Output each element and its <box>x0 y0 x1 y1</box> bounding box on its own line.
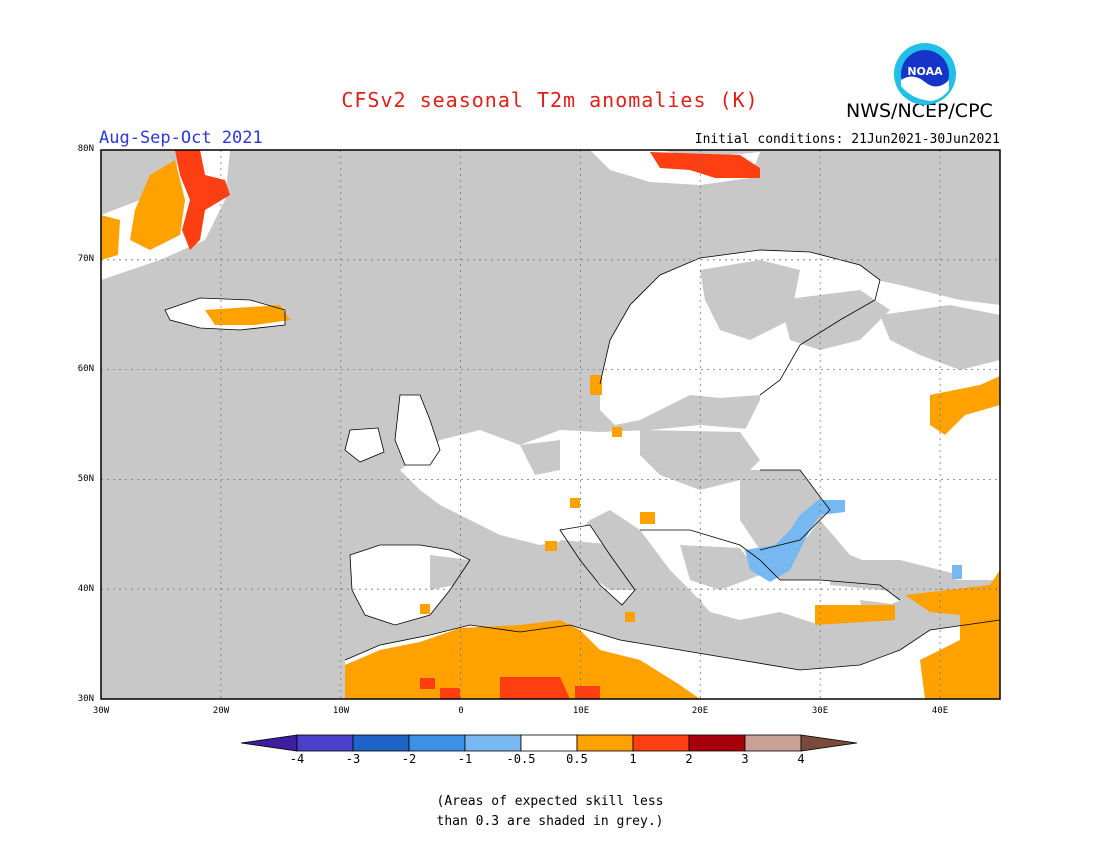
lon-label-20e: 20E <box>691 706 709 716</box>
graticule <box>101 150 1000 699</box>
colorbar-label: 4 <box>797 752 805 766</box>
colorbar-segment <box>464 734 522 752</box>
colorbar <box>240 734 858 752</box>
lat-label-60n: 60N <box>77 364 94 374</box>
colorbar-segment <box>352 734 410 752</box>
noaa-logo: NOAA <box>894 43 956 105</box>
lon-label-30w: 30W <box>92 706 110 716</box>
warm-anomaly-red <box>175 150 760 699</box>
map-frame <box>100 149 1001 700</box>
agency-label: NWS/NCEP/CPC <box>846 100 993 122</box>
colorbar-label: 3 <box>741 752 749 766</box>
lon-label-20w: 20W <box>212 706 230 716</box>
colorbar-segment <box>408 734 466 752</box>
colorbar-label: -4 <box>289 752 305 766</box>
lat-label-40n: 40N <box>77 584 94 594</box>
lon-label-40e: 40E <box>931 706 949 716</box>
skill-note: (Areas of expected skill less than 0.3 a… <box>0 792 1100 832</box>
lat-label-80n: 80N <box>77 144 94 154</box>
skill-note-line-1: (Areas of expected skill less <box>436 794 664 809</box>
low-skill-patches <box>430 260 1000 650</box>
colorbar-label: -2 <box>401 752 417 766</box>
skill-note-line-2: than 0.3 are shaded in grey.) <box>436 814 664 829</box>
lon-label-0: 0 <box>458 706 464 716</box>
lon-label-10e: 10E <box>572 706 590 716</box>
colorbar-segment <box>688 734 746 752</box>
colorbar-label: 2 <box>685 752 693 766</box>
colorbar-arrow-right <box>800 734 858 752</box>
noaa-logo-text: NOAA <box>907 65 943 78</box>
lon-label-10w: 10W <box>332 706 350 716</box>
chart-title: CFSv2 seasonal T2m anomalies (K) <box>341 88 759 112</box>
colorbar-label: 1 <box>629 752 637 766</box>
colorbar-label: 0.5 <box>566 752 588 766</box>
colorbar-label: -3 <box>345 752 361 766</box>
colorbar-segment <box>744 734 802 752</box>
lat-label-30n: 30N <box>77 694 94 704</box>
colorbar-segment <box>520 734 578 752</box>
colorbar-segment <box>632 734 690 752</box>
colorbar-label: -1 <box>457 752 473 766</box>
initial-conditions-label: Initial conditions: 21Jun2021-30Jun2021 <box>694 132 1000 147</box>
colorbar-segment <box>296 734 354 752</box>
lat-label-50n: 50N <box>77 474 94 484</box>
colorbar-label: -0.5 <box>506 752 536 766</box>
colorbar-arrow-left <box>240 734 298 752</box>
coastlines <box>164 249 1001 671</box>
lon-label-30e: 30E <box>811 706 829 716</box>
colorbar-segment <box>576 734 634 752</box>
season-label: Aug-Sep-Oct 2021 <box>99 128 263 148</box>
lat-label-70n: 70N <box>77 254 94 264</box>
